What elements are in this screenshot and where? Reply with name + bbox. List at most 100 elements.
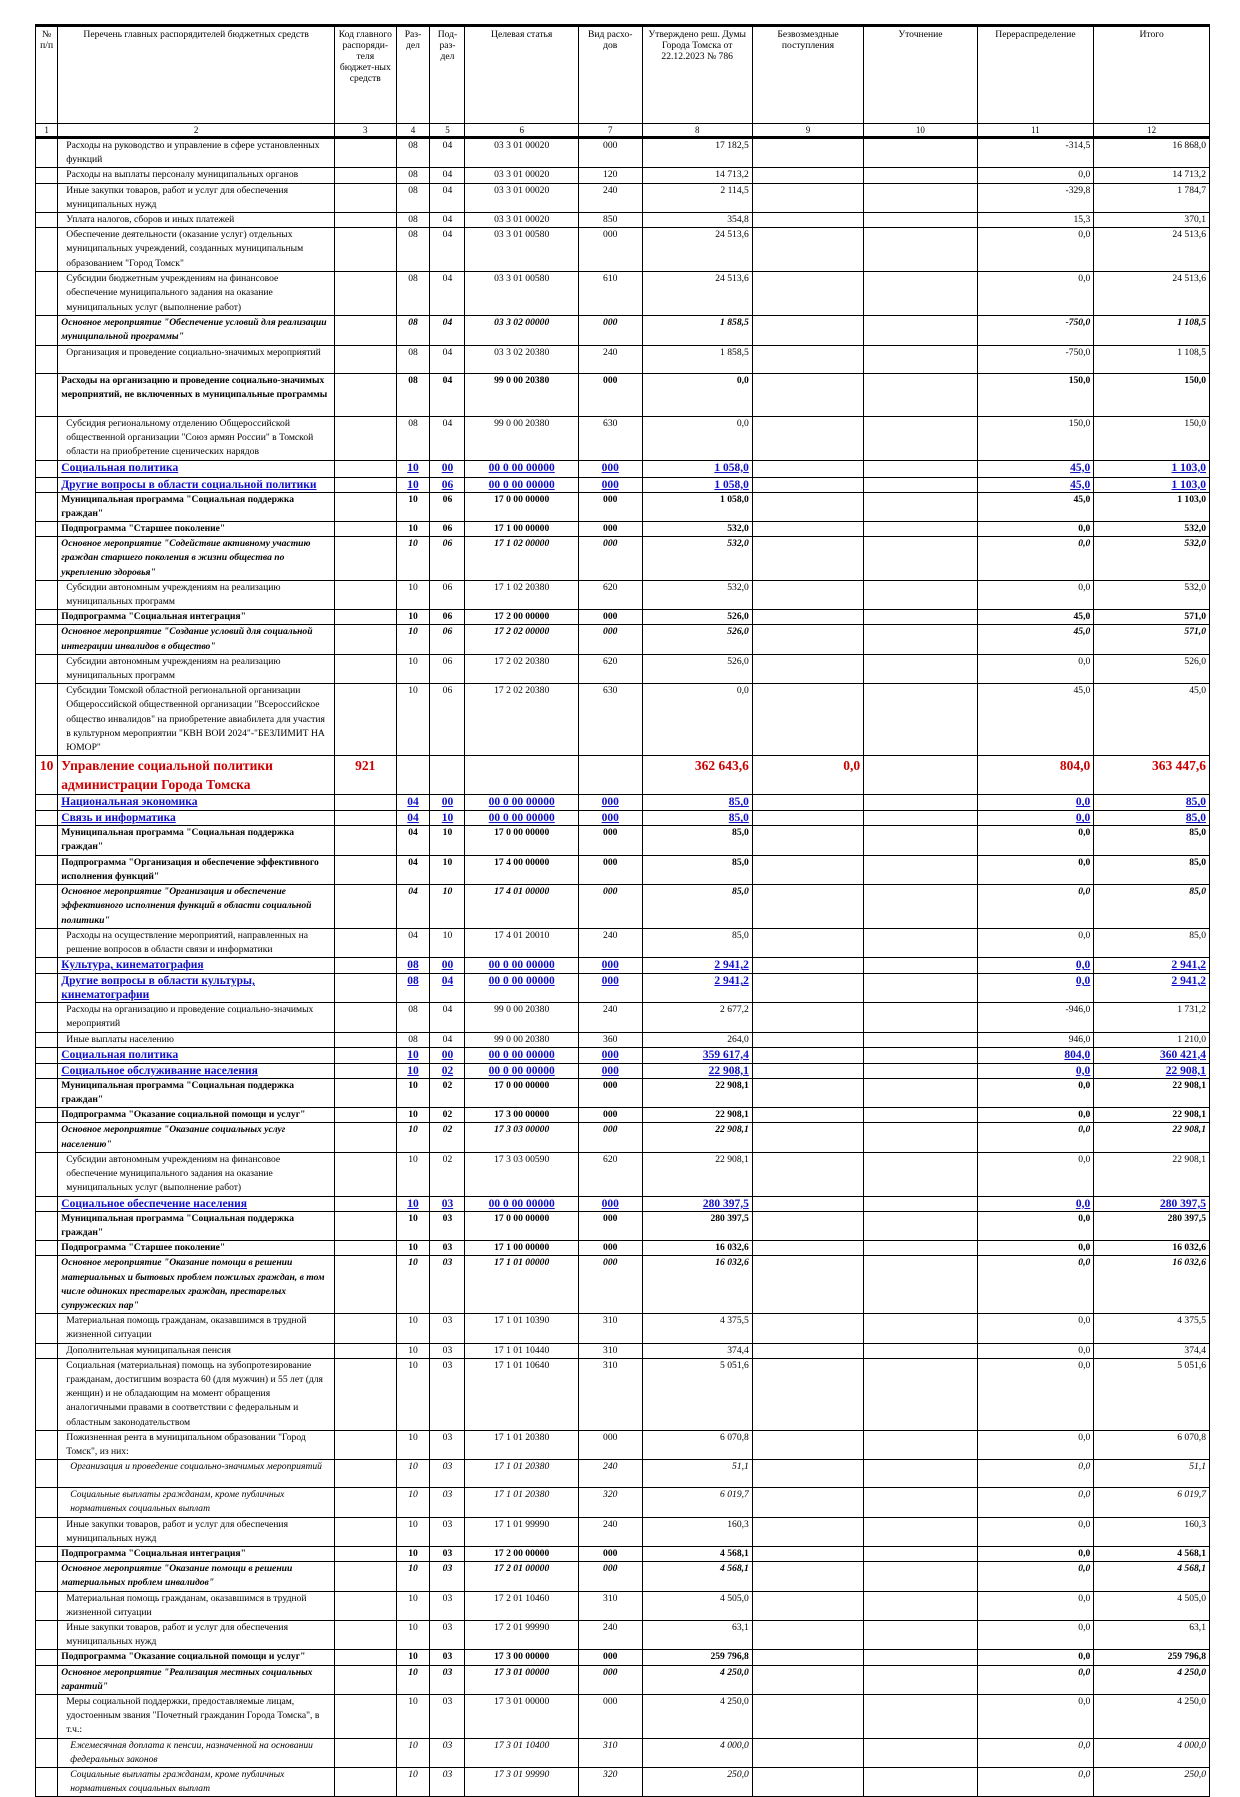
row-code-cell (334, 344, 397, 374)
row-name-cell: Иные закупки товаров, работ и услуг для … (57, 1620, 336, 1651)
row-redistribution-cell: 0,0 (976, 579, 1095, 611)
row-section-cell: 08 (395, 212, 431, 229)
row-total-cell: 22 908,1 (1093, 1077, 1210, 1109)
header-row: № п/п Перечень главных распорядителей бю… (34, 24, 1210, 124)
row-code-cell (334, 1122, 397, 1153)
row-section-cell: 08 (395, 372, 431, 417)
row-clarification-cell (863, 1459, 978, 1489)
row-target-article-cell: 17 3 00 00000 (464, 1107, 579, 1124)
row-redistribution-cell: 0,0 (976, 884, 1095, 929)
row-number-cell (34, 653, 59, 685)
row-redistribution-cell: 0,0 (976, 825, 1095, 856)
row-section-cell (395, 755, 431, 796)
table-row: Социальная (материальная) помощь на зубо… (34, 1357, 1210, 1431)
row-target-article-cell: 17 1 02 20380 (464, 579, 579, 611)
row-redistribution-cell: 0,0 (976, 1062, 1095, 1079)
row-grants-cell (751, 1062, 865, 1079)
row-code-cell (334, 683, 397, 757)
row-target-article-cell (464, 755, 579, 796)
row-grants-cell (751, 794, 865, 812)
header-cell: Итого (1093, 24, 1210, 124)
row-clarification-cell (863, 1620, 978, 1651)
row-clarification-cell (863, 1210, 978, 1242)
row-target-article-cell: 17 2 01 99990 (464, 1620, 579, 1651)
row-approved-cell: 526,0 (641, 609, 753, 626)
row-subsection-cell: 03 (429, 1342, 466, 1359)
table-row: Субсидии автономным учреждениям на реали… (34, 579, 1210, 611)
row-redistribution-cell: -750,0 (976, 344, 1095, 374)
table-row: Расходы на организацию и проведение соци… (34, 1002, 1210, 1033)
row-clarification-cell (863, 973, 978, 1004)
row-grants-cell (751, 1077, 865, 1109)
row-number-cell (34, 212, 59, 229)
row-expense-type-cell: 240 (577, 182, 643, 214)
row-approved-cell: 2 114,5 (641, 182, 753, 214)
row-clarification-cell (863, 1649, 978, 1666)
row-approved-cell: 354,8 (641, 212, 753, 229)
row-target-article-cell: 17 1 01 00000 (464, 1255, 579, 1315)
row-approved-cell: 16 032,6 (641, 1255, 753, 1315)
row-approved-cell: 5 051,6 (641, 1357, 753, 1431)
row-approved-cell: 22 908,1 (641, 1062, 753, 1079)
row-section-cell: 10 (395, 491, 431, 523)
row-code-cell (334, 476, 397, 493)
row-name-cell: Подпрограмма "Старшее поколение" (57, 1240, 336, 1257)
row-redistribution-cell: 0,0 (976, 973, 1095, 1004)
row-clarification-cell (863, 182, 978, 214)
row-section-cell: 10 (395, 1240, 431, 1257)
row-expense-type-cell: 120 (577, 167, 643, 184)
row-redistribution-cell: 0,0 (976, 1649, 1095, 1666)
row-total-cell: 5 051,6 (1093, 1357, 1210, 1431)
row-name-cell: Основное мероприятие "Оказание помощи в … (57, 1561, 336, 1592)
row-approved-cell: 1 058,0 (641, 476, 753, 493)
row-number-cell (34, 973, 59, 1004)
row-number-cell (34, 957, 59, 975)
row-name-cell: Подпрограмма "Социальная интеграция" (57, 609, 336, 626)
row-clarification-cell (863, 1122, 978, 1153)
row-code-cell (334, 1649, 397, 1666)
row-approved-cell: 14 713,2 (641, 167, 753, 184)
row-target-article-cell: 00 0 00 00000 (464, 810, 579, 827)
row-expense-type-cell: 000 (577, 1122, 643, 1153)
row-code-cell (334, 271, 397, 317)
row-name-cell: Социальные выплаты гражданам, кроме публ… (57, 1487, 336, 1518)
row-clarification-cell (863, 167, 978, 184)
header-cell: Перечень главных распорядителей бюджетны… (57, 24, 336, 124)
row-clarification-cell (863, 683, 978, 757)
row-section-cell: 04 (395, 884, 431, 929)
row-section-cell: 10 (395, 1062, 431, 1079)
row-approved-cell: 4 568,1 (641, 1545, 753, 1563)
row-total-cell: 1 210,0 (1093, 1031, 1210, 1048)
row-total-cell: 1 108,5 (1093, 315, 1210, 346)
row-subsection-cell: 03 (429, 1737, 466, 1769)
row-total-cell: 63,1 (1093, 1620, 1210, 1651)
table-row: Другие вопросы в области культуры, кинем… (34, 973, 1210, 1004)
row-expense-type-cell: 000 (577, 459, 643, 478)
row-section-cell: 10 (395, 1487, 431, 1518)
row-subsection-cell: 00 (429, 794, 466, 812)
row-section-cell: 10 (395, 1694, 431, 1739)
row-target-article-cell: 17 2 00 00000 (464, 609, 579, 626)
row-number-cell (34, 1767, 59, 1797)
row-subsection-cell: 03 (429, 1487, 466, 1518)
row-section-cell: 10 (395, 1561, 431, 1592)
row-expense-type-cell: 000 (577, 521, 643, 538)
row-target-article-cell: 17 3 01 99990 (464, 1767, 579, 1797)
row-section-cell: 10 (395, 1342, 431, 1359)
row-target-article-cell: 17 2 01 10460 (464, 1590, 579, 1622)
header-cell: Код главного распоряди-теля бюджет-ных с… (334, 24, 397, 124)
row-redistribution-cell: 0,0 (976, 653, 1095, 685)
row-expense-type-cell: 620 (577, 1151, 643, 1197)
row-expense-type-cell: 000 (577, 136, 643, 169)
table-row: Связь и информатика 04 10 00 0 00 00000 000 8… (34, 810, 1210, 827)
row-grants-cell (751, 344, 865, 374)
row-clarification-cell (863, 1062, 978, 1079)
row-subsection-cell: 03 (429, 1649, 466, 1666)
row-name-cell: Социальное обслуживание населения (57, 1062, 336, 1079)
row-clarification-cell (863, 1195, 978, 1212)
row-target-article-cell: 17 1 01 10390 (464, 1313, 579, 1344)
row-section-cell: 08 (395, 344, 431, 374)
row-grants-cell (751, 1487, 865, 1518)
row-clarification-cell (863, 212, 978, 229)
row-grants-cell: 0,0 (751, 755, 865, 796)
